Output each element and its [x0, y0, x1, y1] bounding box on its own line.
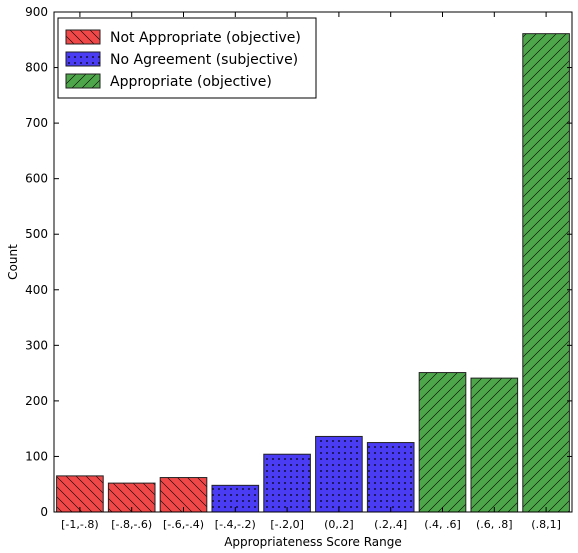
y-tick-label: 400: [25, 283, 48, 297]
y-tick-label: 800: [25, 61, 48, 75]
legend-label: Not Appropriate (objective): [110, 30, 301, 46]
y-tick-label: 900: [25, 5, 48, 19]
x-tick-label: (.8,1]: [531, 518, 561, 531]
x-tick-label: [-.2,0]: [270, 518, 304, 531]
legend-item: Not Appropriate (objective): [65, 29, 301, 46]
bar: [159, 477, 208, 513]
y-tick-label: 100: [25, 449, 48, 463]
x-axis-ticks: [-1,-.8) [-.8,-.6) [-.6,-.4) [-.4,-.2) [-.2,…: [61, 12, 561, 531]
x-axis-label: Appropriateness Score Range: [224, 535, 402, 549]
legend-item: Appropriate (objective): [65, 73, 272, 90]
bar: [56, 475, 104, 513]
x-tick-label: (.4, .6]: [424, 518, 461, 531]
y-tick-label: 600: [25, 172, 48, 186]
legend-item: No Agreement (subjective): [65, 51, 298, 68]
y-axis-label: Count: [6, 244, 20, 280]
x-tick-label: (.2,.4]: [374, 518, 407, 531]
x-tick-label: [-1,-.8): [61, 518, 99, 531]
legend: Not Appropriate (objective) No Agreement …: [57, 17, 317, 99]
x-tick-label: (0,.2]: [324, 518, 354, 531]
legend-label: Appropriate (objective): [110, 74, 272, 90]
bar: [315, 435, 363, 513]
legend-label: No Agreement (subjective): [110, 52, 298, 68]
x-tick-label: [-.4,-.2): [215, 518, 256, 531]
x-tick-label: [-.8,-.6): [111, 518, 152, 531]
y-axis-ticks: 0 100 200 300 400 500 600 700 800 900: [25, 5, 572, 519]
y-tick-label: 200: [25, 394, 48, 408]
bar: [418, 372, 467, 513]
y-tick-label: 700: [25, 116, 48, 130]
bar: [522, 33, 570, 513]
legend-box: [57, 17, 317, 99]
bar: [263, 453, 311, 513]
x-tick-label: (.6, .8]: [476, 518, 513, 531]
bar: [366, 442, 415, 513]
y-tick-label: 500: [25, 227, 48, 241]
bars-group: [56, 33, 570, 513]
y-tick-label: 300: [25, 338, 48, 352]
x-tick-label: [-.6,-.4): [163, 518, 204, 531]
y-tick-label: 0: [40, 505, 48, 519]
plot-frame: [53, 11, 573, 513]
bar: [470, 377, 519, 513]
